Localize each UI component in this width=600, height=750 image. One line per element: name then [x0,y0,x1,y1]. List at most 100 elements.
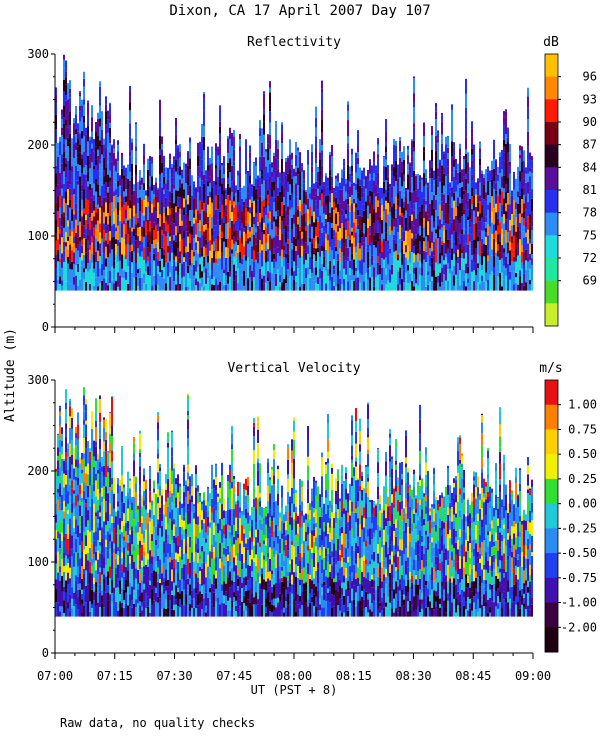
heatmap-cell [395,250,397,260]
heatmap-cell [103,547,105,558]
heatmap-cell [61,146,63,155]
heatmap-cell [151,285,153,291]
heatmap-cell [303,240,305,250]
heatmap-cell [75,445,77,456]
heatmap-cell [273,258,275,268]
heatmap-cell [325,187,327,197]
heatmap-cell [257,226,259,240]
heatmap-cell [135,213,137,225]
heatmap-cell [517,284,519,291]
heatmap-cell [283,218,285,230]
heatmap-cell [171,581,173,591]
heatmap-cell [191,608,193,617]
heatmap-cell [123,255,125,271]
heatmap-cell [97,499,99,511]
heatmap-cell [329,151,331,155]
heatmap-cell [399,163,401,178]
heatmap-cell [511,248,513,262]
heatmap-cell [463,159,465,169]
heatmap-cell [465,190,467,205]
heatmap-cell [55,187,57,203]
heatmap-cell [99,462,101,468]
heatmap-cell [159,120,161,136]
heatmap-cell [505,275,507,282]
heatmap-cell [79,133,81,145]
heatmap-cell [257,200,259,213]
reflectivity-unit: dB [543,35,559,50]
heatmap-cell [471,271,473,282]
heatmap-cell [321,270,323,279]
heatmap-cell [217,176,219,189]
heatmap-cell [315,193,317,201]
heatmap-cell [173,524,175,536]
heatmap-cell [79,198,81,210]
heatmap-cell [83,565,85,569]
heatmap-cell [83,167,85,175]
heatmap-cell [59,467,61,477]
heatmap-cell [273,155,275,172]
heatmap-cell [419,211,421,226]
heatmap-cell [61,258,63,268]
heatmap-cell [63,552,65,559]
heatmap-cell [157,440,159,449]
heatmap-cell [175,537,177,553]
heatmap-cell [65,428,67,437]
heatmap-cell [401,236,403,241]
heatmap-cell [517,226,519,243]
heatmap-cell [435,166,437,180]
heatmap-cell [525,221,527,228]
heatmap-cell [451,259,453,271]
heatmap-cell [423,147,425,152]
heatmap-cell [217,280,219,285]
y-tick-label: 0 [42,320,49,334]
heatmap-cell [85,545,87,555]
heatmap-cell [223,166,225,175]
heatmap-cell [237,170,239,176]
heatmap-cell [321,189,323,194]
heatmap-cell [197,491,199,504]
heatmap-cell [55,476,57,493]
heatmap-cell [111,396,113,397]
heatmap-cell [99,176,101,183]
heatmap-cell [155,601,157,617]
heatmap-cell [121,445,123,448]
heatmap-cell [407,231,409,246]
heatmap-cell [173,484,175,496]
heatmap-cell [141,498,143,507]
heatmap-cell [265,262,267,275]
heatmap-cell [195,536,197,544]
heatmap-cell [197,266,199,282]
heatmap-cell [441,115,443,122]
heatmap-cell [67,226,69,237]
heatmap-cell [305,259,307,269]
heatmap-cell [215,151,217,166]
heatmap-cell [239,237,241,252]
heatmap-cell [335,207,337,214]
heatmap-cell [391,230,393,243]
heatmap-cell [113,581,115,588]
heatmap-cell [105,124,107,134]
heatmap-cell [113,528,115,544]
heatmap-cell [305,242,307,253]
heatmap-cell [199,495,201,503]
heatmap-cell [117,140,119,145]
heatmap-cell [511,242,513,249]
heatmap-cell [69,467,71,479]
heatmap-cell [209,262,211,276]
heatmap-cell [161,149,163,163]
heatmap-cell [167,252,169,263]
heatmap-cell [55,274,57,291]
heatmap-cell [389,248,391,254]
heatmap-cell [153,206,155,223]
heatmap-cell [101,457,103,467]
heatmap-cell [149,564,151,581]
heatmap-cell [139,466,141,472]
heatmap-cell [359,185,361,202]
heatmap-cell [99,248,101,256]
heatmap-cell [485,236,487,245]
heatmap-cell [275,219,277,227]
heatmap-cell [181,567,183,580]
heatmap-cell [307,245,309,254]
heatmap-cell [489,218,491,227]
heatmap-cell [133,496,135,513]
